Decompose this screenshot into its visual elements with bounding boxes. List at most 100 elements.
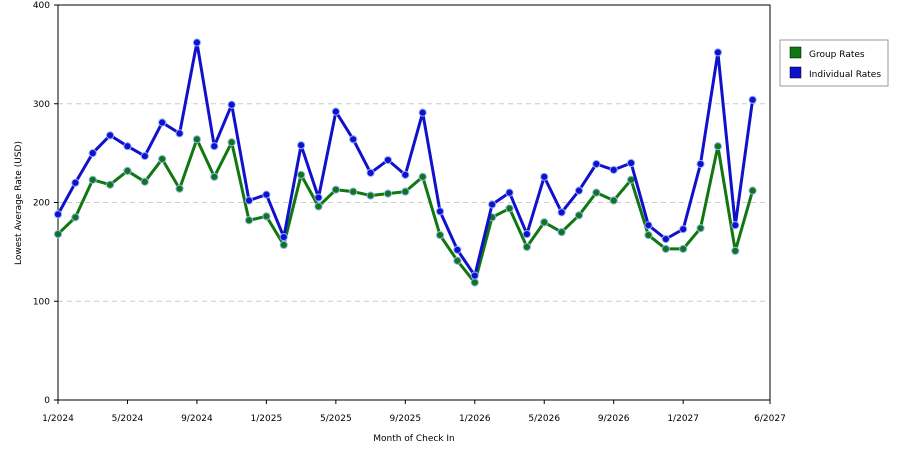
data-point-group-rates — [470, 278, 479, 287]
y-tick-label: 400 — [33, 1, 50, 11]
data-point-individual-rates — [661, 234, 670, 244]
data-point-group-rates — [731, 246, 740, 255]
data-point-individual-rates — [401, 170, 410, 179]
data-point-group-rates — [644, 230, 653, 240]
data-point-group-rates — [244, 216, 254, 225]
data-point-group-rates — [505, 204, 514, 213]
x-tick-label: 1/2024 — [42, 414, 74, 424]
data-point-group-rates — [314, 202, 323, 211]
data-point-group-rates — [279, 240, 288, 250]
data-point-group-rates — [522, 242, 531, 252]
data-point-individual-rates — [435, 207, 445, 216]
x-axis-title: Month of Check In — [373, 434, 455, 444]
data-point-individual-rates — [540, 172, 549, 181]
x-tick-label: 5/2025 — [320, 414, 352, 424]
data-point-individual-rates — [227, 100, 236, 109]
data-point-individual-rates — [505, 188, 514, 197]
gridlines — [58, 103, 770, 302]
data-point-individual-rates — [383, 155, 393, 165]
x-tick-label: 9/2025 — [389, 414, 421, 424]
data-point-individual-rates — [158, 118, 167, 127]
data-point-group-rates — [435, 230, 445, 240]
data-point-group-rates — [592, 188, 601, 197]
x-tick-label: 9/2024 — [181, 414, 213, 424]
data-point-individual-rates — [470, 271, 479, 280]
x-tick-label: 1/2027 — [667, 414, 699, 424]
data-point-group-rates — [748, 186, 757, 195]
data-point-group-rates — [557, 228, 566, 237]
y-axis-title: Lowest Average Rate (USD) — [14, 141, 24, 265]
x-tick-label: 5/2026 — [528, 414, 560, 424]
data-point-individual-rates — [696, 159, 705, 169]
data-point-group-rates — [262, 212, 271, 221]
data-point-individual-rates — [522, 230, 531, 239]
data-point-group-rates — [158, 154, 167, 164]
x-tick-label: 1/2025 — [251, 414, 283, 424]
data-point-individual-rates — [557, 208, 566, 217]
data-point-individual-rates — [644, 221, 653, 230]
data-point-individual-rates — [366, 168, 375, 177]
data-point-group-rates — [609, 196, 618, 205]
data-point-individual-rates — [279, 232, 288, 242]
x-tick-label: 5/2024 — [112, 414, 144, 424]
data-point-group-rates — [679, 244, 688, 254]
data-point-individual-rates — [244, 196, 254, 205]
legend-label-individual: Individual Rates — [809, 70, 881, 80]
data-point-individual-rates — [609, 165, 618, 175]
data-point-individual-rates — [626, 158, 636, 168]
x-tick-label: 1/2026 — [459, 414, 491, 424]
data-point-group-rates — [53, 230, 63, 239]
data-point-individual-rates — [731, 221, 740, 230]
data-point-group-rates — [88, 175, 97, 184]
data-point-group-rates — [661, 244, 670, 254]
y-tick-label: 300 — [33, 100, 50, 110]
legend: Group Rates Individual Rates — [779, 39, 889, 87]
data-point-group-rates — [123, 166, 132, 175]
data-point-group-rates — [713, 142, 723, 151]
data-point-group-rates — [331, 185, 340, 194]
data-point-individual-rates — [418, 108, 427, 117]
data-point-individual-rates — [105, 131, 115, 140]
data-point-individual-rates — [331, 107, 340, 116]
data-point-group-rates — [71, 213, 80, 222]
data-point-group-rates — [227, 138, 236, 147]
y-tick-label: 200 — [33, 199, 50, 209]
data-point-individual-rates — [123, 142, 132, 151]
tick-labels: 0 100 200 300 400 1/2024 5/2024 9/2024 1/2025 5/2… — [33, 1, 786, 424]
data-point-group-rates — [401, 187, 410, 196]
data-point-individual-rates — [192, 38, 202, 47]
series-group — [53, 38, 757, 287]
data-point-group-rates — [175, 184, 184, 193]
data-point-individual-rates — [297, 141, 306, 150]
data-point-group-rates — [696, 224, 705, 233]
data-point-group-rates — [140, 177, 149, 186]
data-point-individual-rates — [679, 225, 688, 234]
data-point-group-rates — [366, 191, 375, 200]
data-point-individual-rates — [53, 210, 63, 219]
data-point-group-rates — [349, 187, 358, 196]
x-tick-label: 6/2027 — [754, 414, 786, 424]
data-point-individual-rates — [488, 200, 497, 209]
data-point-individual-rates — [262, 190, 271, 199]
data-point-individual-rates — [574, 186, 584, 195]
axes — [54, 4, 771, 404]
data-point-individual-rates — [88, 149, 97, 158]
data-point-individual-rates — [453, 245, 462, 254]
y-tick-label: 0 — [44, 396, 50, 406]
data-point-individual-rates — [349, 135, 358, 144]
data-point-individual-rates — [140, 151, 149, 161]
data-point-individual-rates — [71, 178, 80, 187]
x-tick-label: 9/2026 — [598, 414, 630, 424]
legend-swatch-individual — [789, 66, 802, 79]
data-point-group-rates — [418, 172, 427, 181]
data-point-group-rates — [210, 172, 219, 181]
data-point-individual-rates — [210, 142, 219, 151]
data-point-individual-rates — [175, 129, 184, 138]
data-point-group-rates — [574, 211, 584, 220]
data-point-group-rates — [192, 135, 202, 144]
data-point-group-rates — [105, 180, 115, 189]
data-point-individual-rates — [592, 159, 601, 169]
data-point-individual-rates — [748, 95, 757, 104]
